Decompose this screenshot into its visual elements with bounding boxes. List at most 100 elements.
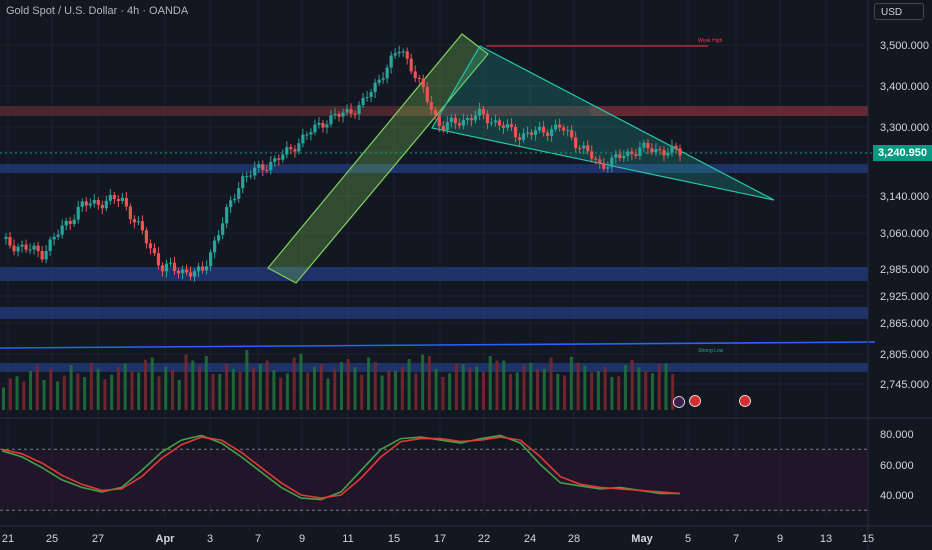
candle-body: [112, 194, 116, 200]
volume-bar: [2, 387, 5, 410]
candle-body: [16, 246, 20, 252]
volume-bar: [664, 363, 668, 410]
candle-body: [473, 115, 477, 121]
candle-body: [253, 167, 257, 176]
stoch-line-stoch_d: [1, 436, 681, 499]
candle-body: [269, 161, 273, 171]
candle-body: [36, 245, 40, 252]
candle-body: [353, 113, 357, 115]
volume-bar: [110, 374, 114, 410]
volume-bar: [326, 378, 330, 410]
volume-bar: [448, 373, 452, 410]
volume-bar: [245, 350, 249, 410]
falling-wedge: [431, 45, 775, 201]
volume-bar: [231, 368, 235, 410]
candle-body: [497, 120, 502, 126]
candle-body: [261, 164, 265, 171]
candle-body: [124, 197, 128, 207]
candle-body: [562, 127, 566, 131]
candle-body: [457, 123, 461, 126]
price-tick-label: 2,805.000: [880, 349, 929, 361]
volume-bar: [69, 365, 73, 410]
volume-bar: [340, 362, 343, 410]
stoch-tick-label: 60.000: [880, 460, 914, 472]
candle-body: [586, 145, 590, 152]
candle-body: [156, 253, 161, 266]
volume-bar: [83, 377, 87, 410]
candle-body: [525, 132, 530, 134]
candle-body: [590, 151, 594, 159]
volume-bar: [299, 353, 303, 410]
candle-body: [196, 266, 201, 272]
volume-bars: [2, 350, 675, 410]
candle-body: [20, 244, 24, 247]
volume-bar: [238, 371, 242, 410]
candle-body: [44, 251, 48, 260]
volume-bar: [62, 375, 66, 410]
time-tick-label: 7: [255, 533, 261, 545]
candle-body: [96, 200, 100, 205]
candle-body: [192, 271, 197, 277]
candle-body: [180, 269, 185, 274]
volume-bar: [549, 357, 553, 410]
candle-body: [172, 262, 177, 271]
candle-body: [104, 200, 108, 209]
candle-body: [305, 134, 309, 136]
candle-body: [550, 129, 554, 136]
volume-bar: [319, 364, 323, 410]
price-tick-label: 2,925.000: [880, 291, 929, 303]
candle-body: [602, 163, 606, 169]
price-tick-label: 3,400.000: [880, 81, 929, 93]
candle-body: [76, 206, 80, 220]
volume-bar: [515, 372, 519, 410]
currency-button[interactable]: USD: [874, 3, 924, 20]
rising-channel: [267, 33, 489, 284]
candle-body: [128, 206, 132, 220]
volume-bar: [380, 375, 384, 410]
support-zone-4: [0, 363, 868, 372]
support-zone-2: [0, 267, 868, 281]
volume-bar: [360, 374, 364, 410]
volume-bar: [367, 357, 371, 410]
candle-body: [570, 130, 574, 138]
candle-body: [501, 125, 506, 128]
candle-body: [152, 248, 157, 254]
candle-body: [537, 126, 542, 131]
candle-body: [329, 115, 333, 125]
volume-bar: [204, 356, 208, 410]
candle-body: [64, 220, 68, 226]
candle-body: [401, 51, 405, 53]
candle-body: [317, 122, 321, 125]
time-tick-label: 28: [568, 533, 580, 545]
candle-body: [80, 201, 84, 207]
candle-body: [28, 249, 32, 251]
candle-body: [505, 124, 510, 128]
candle-body: [582, 145, 586, 149]
candle-body: [225, 207, 229, 224]
volume-bar: [258, 364, 262, 410]
candle-body: [377, 79, 381, 83]
volume-bar: [312, 366, 316, 410]
volume-bar: [285, 373, 289, 410]
volume-bar: [536, 369, 540, 410]
volume-bar: [610, 377, 614, 410]
time-tick-label: 5: [685, 533, 691, 545]
candle-body: [646, 142, 650, 149]
candle-body: [88, 203, 92, 206]
volume-bar: [103, 379, 107, 410]
candle-body: [48, 239, 52, 252]
candle-body: [84, 201, 88, 206]
time-tick-label: 22: [478, 533, 490, 545]
price-tick-label: 2,745.000: [880, 379, 929, 391]
time-tick-label: 15: [862, 533, 874, 545]
candle-body: [297, 143, 301, 152]
volume-bar: [22, 381, 26, 410]
candle-body: [357, 105, 361, 115]
stoch-tick-label: 40.000: [880, 490, 914, 502]
stoch-tick-label: 80.000: [880, 429, 914, 441]
candle-body: [289, 147, 293, 150]
volume-bar: [333, 368, 337, 410]
time-tick-label: 9: [299, 533, 305, 545]
candle-body: [610, 157, 614, 168]
